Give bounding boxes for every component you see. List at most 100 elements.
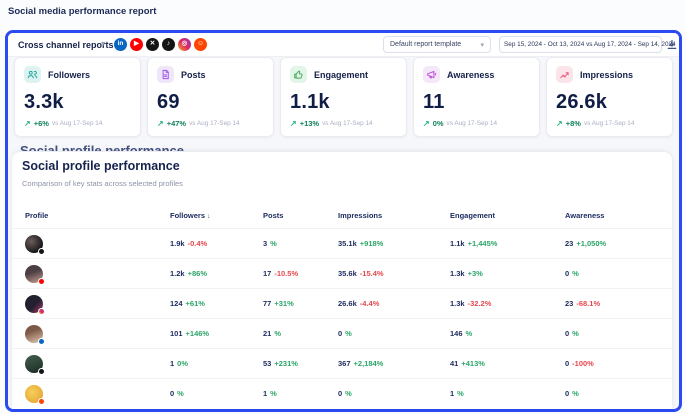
table-row: 1.2k +86% 17 -10.5% 35.6k -15.4% 1.3k +3% 0% [12, 258, 672, 288]
posts-value: 3 [263, 239, 268, 248]
posts-value: 77 [263, 299, 272, 308]
kpi-card-impressions: Impressions 26.6k ↗ +8% vs Aug 17-Sep 14 [546, 57, 673, 137]
page-title: Social media performance report [8, 6, 157, 17]
impressions-trend-icon [556, 66, 573, 83]
kpi-compare-label: vs Aug 17-Sep 14 [189, 120, 240, 127]
kpi-change: +6% [33, 119, 49, 128]
awareness-value: 0 [565, 359, 570, 368]
followers-value: 1 [170, 359, 175, 368]
awareness-change: % [572, 329, 579, 338]
engagement-value: 1 [450, 389, 455, 398]
tiktok-icon[interactable]: ♪ [162, 38, 175, 51]
engagement-change: % [457, 389, 464, 398]
youtube-badge-icon [38, 277, 45, 285]
tiktok-badge-icon [38, 247, 45, 255]
linkedin-badge-icon [38, 337, 45, 345]
posts-value: 21 [263, 329, 272, 338]
column-header-followers[interactable]: Followers ↓ [170, 210, 211, 220]
kpi-change: +8% [565, 119, 581, 128]
followers-value: 1.9k [170, 239, 185, 248]
kpi-change: +47% [166, 119, 187, 128]
engagement-value: 41 [450, 359, 459, 368]
posts-change: % [270, 239, 277, 248]
engagement-change: +3% [467, 269, 483, 278]
awareness-value: 0 [565, 329, 570, 338]
posts-change: +231% [274, 359, 298, 368]
impressions-value: 0 [338, 389, 343, 398]
download-button[interactable] [666, 38, 679, 51]
impressions-value: 0 [338, 329, 343, 338]
table-row: 101 +146% 21% 0% 146% 0% [12, 318, 672, 348]
instagram-badge-icon [38, 307, 45, 315]
x-icon[interactable]: ✕ [146, 38, 159, 51]
kpi-card-awareness: Awareness 11 ↗ 0% vs Aug 17-Sep 14 [413, 57, 540, 137]
posts-change: % [270, 389, 277, 398]
posts-value: 1 [263, 389, 268, 398]
column-header-profile[interactable]: Profile [25, 210, 49, 220]
kpi-label: Impressions [580, 69, 634, 80]
impressions-change: -15.4% [359, 269, 384, 278]
report-header: Cross channel reports ▾ in ▶ ✕ ♪ ◎ ☺ Def… [8, 33, 679, 57]
reddit-badge-icon [38, 397, 45, 405]
kpi-label: Awareness [447, 69, 495, 80]
engagement-value: 1.3k [450, 269, 465, 278]
impressions-change: % [345, 389, 352, 398]
x-badge-icon [38, 367, 45, 375]
report-title: Cross channel reports [18, 40, 114, 50]
date-range-picker[interactable]: Sep 15, 2024 - Oct 13, 2024 vs Aug 17, 2… [499, 36, 676, 53]
date-range-value: Sep 15, 2024 - Oct 13, 2024 vs Aug 17, 2… [504, 41, 676, 48]
engagement-change: +413% [461, 359, 485, 368]
posts-value: 53 [263, 359, 272, 368]
trend-up-icon: ↗ [157, 119, 164, 128]
followers-change: +86% [187, 269, 208, 278]
awareness-change: +1,050% [576, 239, 607, 248]
engagement-value: 146 [450, 329, 463, 338]
posts-change: +31% [274, 299, 294, 308]
impressions-change: -4.4% [359, 299, 380, 308]
kpi-card-followers: Followers 3.3k ↗ +6% vs Aug 17-Sep 14 [14, 57, 141, 137]
instagram-icon[interactable]: ◎ [178, 38, 191, 51]
kpi-compare-label: vs Aug 17-Sep 14 [446, 120, 497, 127]
select-chevron-down-icon: ▾ [480, 41, 484, 49]
followers-change: 0% [177, 359, 189, 368]
column-header-posts[interactable]: Posts [263, 210, 284, 220]
kpi-label: Engagement [314, 69, 369, 80]
kpi-change: 0% [432, 119, 444, 128]
table-row: 0% 1% 0% 1% 0% [12, 378, 672, 408]
download-icon [667, 39, 677, 49]
followers-value: 1.2k [170, 269, 185, 278]
sort-descending-icon: ↓ [207, 212, 211, 220]
kpi-compare-label: vs Aug 17-Sep 14 [583, 120, 635, 127]
followers-change: % [177, 389, 184, 398]
kpi-label: Posts [181, 69, 206, 80]
report-title-chevron-down-icon[interactable]: ▾ [101, 39, 106, 48]
posts-change: % [274, 329, 282, 338]
report-panel: Cross channel reports ▾ in ▶ ✕ ♪ ◎ ☺ Def… [5, 30, 682, 412]
report-template-select[interactable]: Default report template ▾ [383, 36, 491, 53]
column-header-engagement[interactable]: Engagement [450, 210, 496, 220]
followers-change: +61% [185, 299, 205, 308]
kpi-value: 11 [423, 91, 445, 113]
trend-up-icon: ↗ [556, 119, 563, 128]
kpi-card-posts: Posts 69 ↗ +47% vs Aug 17-Sep 14 [147, 57, 274, 137]
column-header-awareness[interactable]: Awareness [565, 210, 605, 220]
posts-document-icon [157, 66, 174, 83]
impressions-value: 35.1k [338, 239, 357, 248]
linkedin-icon[interactable]: in [114, 38, 127, 51]
trend-up-icon: ↗ [423, 119, 430, 128]
followers-change: -0.4% [187, 239, 208, 248]
section-title-clipped: Social profile performance [20, 143, 184, 151]
awareness-change: -68.1% [576, 299, 601, 308]
profile-avatar [25, 264, 45, 285]
awareness-change: -100% [572, 359, 594, 368]
awareness-megaphone-icon [423, 66, 440, 83]
column-header-impressions[interactable]: Impressions [338, 210, 383, 220]
table-row: 1.9k -0.4% 3% 35.1k +918% 1.1k +1,445% 23 +1… [12, 228, 672, 258]
reddit-icon[interactable]: ☺ [194, 38, 207, 51]
impressions-change: +2,184% [353, 359, 384, 368]
youtube-icon[interactable]: ▶ [130, 38, 143, 51]
impressions-change: +918% [359, 239, 384, 248]
engagement-change: -32.2% [467, 299, 492, 308]
posts-change: -10.5% [274, 269, 299, 278]
